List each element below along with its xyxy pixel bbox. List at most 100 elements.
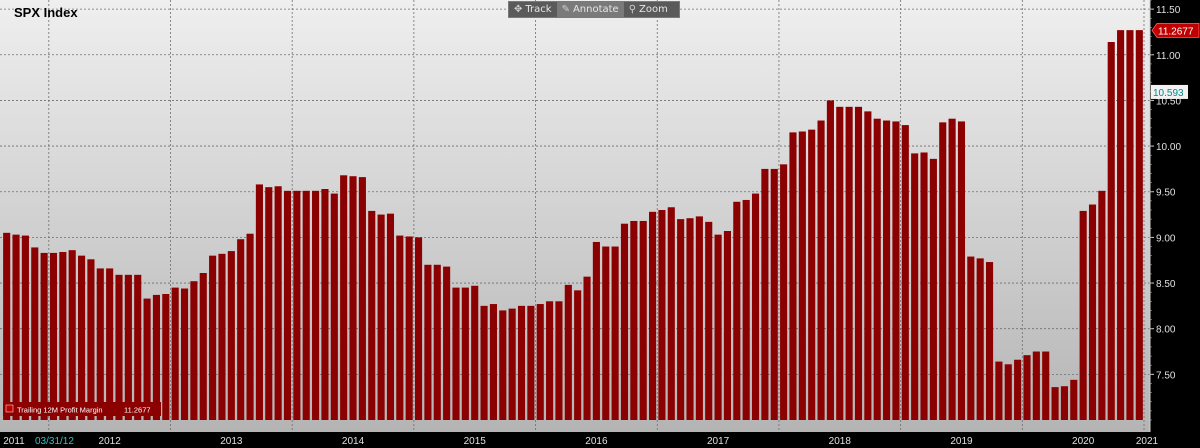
- bar: [49, 252, 58, 420]
- y-tick-label: 9.00: [1156, 233, 1176, 244]
- bar: [106, 268, 114, 420]
- bar: [976, 258, 984, 420]
- bar: [115, 274, 123, 420]
- badge-label: 10.593: [1153, 88, 1184, 99]
- bar: [340, 175, 348, 420]
- bar: [1098, 190, 1106, 420]
- badge-shape: [1151, 22, 1200, 38]
- bar: [864, 111, 872, 420]
- bar: [546, 301, 554, 420]
- bar: [817, 120, 825, 421]
- bar: [143, 298, 151, 420]
- y-tick-label: 8.00: [1156, 325, 1176, 336]
- x-tick-label: 2013: [220, 436, 243, 447]
- bar: [1117, 30, 1125, 420]
- bar: [405, 236, 413, 420]
- bar: [162, 294, 170, 420]
- bar: [967, 256, 975, 420]
- y-axis-panel: [1150, 0, 1200, 448]
- bar: [845, 106, 853, 420]
- bar: [443, 266, 451, 420]
- bar: [527, 305, 535, 420]
- annotate-button[interactable]: ✎ Annotate: [556, 2, 624, 17]
- grid: [0, 0, 1150, 432]
- date-marker-box: [33, 434, 79, 447]
- bar: [1070, 379, 1078, 420]
- bar: [808, 129, 816, 420]
- zoom-label: Zoom: [639, 4, 668, 15]
- bar: [31, 247, 39, 420]
- badge-label: 11.2677: [1158, 26, 1194, 37]
- secondary-value-badge: 10.593: [1151, 84, 1188, 99]
- pencil-icon: ✎: [561, 4, 570, 15]
- bar: [386, 213, 395, 420]
- bar: [742, 199, 750, 420]
- bar: [489, 304, 497, 420]
- bar: [948, 118, 956, 420]
- bar: [901, 125, 909, 420]
- bar: [1060, 386, 1068, 420]
- bar: [237, 239, 245, 420]
- x-tick-label: 2018: [829, 436, 852, 447]
- bar: [330, 193, 338, 420]
- bar: [414, 237, 423, 420]
- y-tick-label: 7.50: [1156, 370, 1176, 381]
- bar: [883, 120, 891, 421]
- date-marker: 03/31/12: [35, 436, 74, 447]
- bar: [190, 281, 198, 420]
- bar: [957, 121, 966, 421]
- bar: [751, 193, 760, 420]
- bar: [517, 305, 526, 420]
- bar: [939, 122, 947, 420]
- bar: [798, 131, 806, 421]
- crosshair-icon: ✥: [514, 4, 523, 15]
- bar: [152, 294, 160, 420]
- bar: [1051, 387, 1059, 420]
- bar: [686, 218, 694, 420]
- bar: [21, 235, 29, 420]
- y-tick-label: 11.50: [1156, 5, 1181, 16]
- bars: [3, 30, 1143, 421]
- bar: [199, 273, 207, 420]
- bar: [602, 246, 610, 420]
- bar: [87, 259, 95, 420]
- y-tick-label: 8.50: [1156, 279, 1176, 290]
- x-tick-label: 2012: [99, 436, 122, 447]
- x-axis: 2011 2012 2013 2014 2015 2016 2017 2018 2019 2020…: [3, 436, 1158, 447]
- bar: [536, 304, 544, 420]
- bar: [592, 241, 600, 420]
- bar: [836, 106, 844, 420]
- bar: [349, 176, 357, 420]
- legend-box: [3, 402, 161, 416]
- bar: [396, 235, 404, 420]
- x-tick-label: 2019: [950, 436, 973, 447]
- bar: [461, 287, 469, 420]
- bar: [873, 118, 881, 420]
- bar: [911, 153, 919, 420]
- bar: [658, 210, 666, 420]
- bar: [733, 201, 741, 420]
- bar: [789, 132, 797, 420]
- bar: [452, 287, 460, 420]
- legend-series-value: 11.2677: [124, 406, 151, 415]
- bar: [723, 231, 731, 420]
- bar: [293, 190, 301, 420]
- bar: [929, 158, 937, 420]
- x-tick-label: 2017: [707, 436, 730, 447]
- bar: [40, 252, 48, 420]
- chart-toolbar: ✥ Track ✎ Annotate ⚲ Zoom: [508, 1, 680, 18]
- bar: [1042, 351, 1050, 420]
- bar: [265, 187, 273, 420]
- zoom-button[interactable]: ⚲ Zoom: [624, 2, 673, 17]
- x-tick-label: 2016: [585, 436, 608, 447]
- x-tick-label: 2020: [1072, 436, 1095, 447]
- bar: [555, 301, 563, 420]
- chart-title: SPX Index: [14, 5, 78, 20]
- track-button[interactable]: ✥ Track: [509, 2, 557, 17]
- bar: [499, 310, 507, 420]
- bar: [611, 246, 619, 420]
- last-value-badge: 11.2677: [1151, 22, 1200, 38]
- bar: [667, 207, 675, 420]
- y-axis: 7.50 8.00 8.50 9.00 9.50 10.00 10.50 11.00 11.50: [1149, 0, 1181, 432]
